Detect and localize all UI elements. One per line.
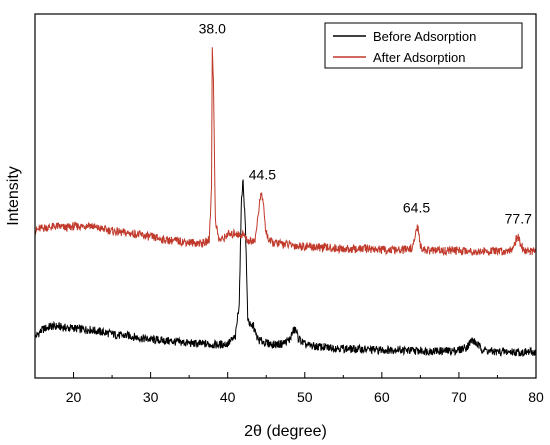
x-tick-label: 80: [528, 389, 544, 405]
legend-box: [324, 22, 523, 69]
series-line-before: [34, 179, 537, 358]
x-tick-label: 30: [143, 389, 159, 405]
legend: Before Adsorption After Adsorption: [324, 22, 523, 69]
series-line-after: [34, 47, 537, 257]
peak-annotation: 77.7: [505, 210, 532, 226]
plot-frame: [34, 13, 537, 379]
x-tick-label: 40: [220, 389, 236, 405]
x-tick-label: 20: [66, 389, 82, 405]
x-tick-label: 50: [297, 389, 313, 405]
x-tick-label: 70: [451, 389, 467, 405]
peak-annotation: 44.5: [249, 166, 276, 182]
peak-annotation: 38.0: [199, 21, 226, 37]
legend-label-before: Before Adsorption: [373, 29, 476, 44]
x-tick-label: 60: [374, 389, 390, 405]
legend-label-after: After Adsorption: [373, 50, 466, 65]
y-axis-label: Intensity: [5, 166, 22, 226]
peak-annotation: 64.5: [403, 200, 430, 216]
x-axis-label: 2θ (degree): [244, 423, 327, 440]
